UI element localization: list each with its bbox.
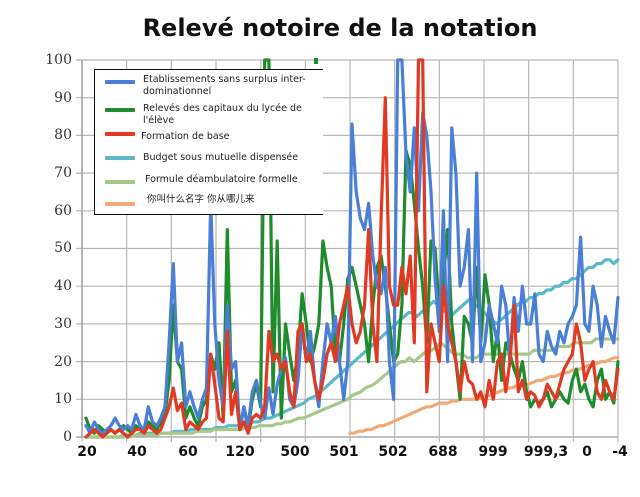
x-tick: 20	[77, 444, 97, 460]
y-tick: 40	[54, 278, 72, 294]
legend-swatch	[105, 132, 135, 136]
x-tick: 501	[329, 444, 359, 460]
legend-swatch	[105, 156, 135, 160]
y-tick: 100	[45, 52, 72, 68]
x-tick: 999,3	[523, 444, 569, 460]
legend: Etablissements sans surplus inter-domina…	[94, 69, 323, 215]
y-tick: 20	[54, 354, 72, 370]
x-tick: 40	[127, 444, 147, 460]
legend-label: Formation de base	[141, 131, 230, 142]
x-tick: -4	[612, 444, 628, 460]
y-tick: 90	[54, 90, 72, 106]
series-lines	[84, 58, 620, 439]
x-tick: 999	[478, 444, 508, 460]
y-tick: 60	[54, 203, 72, 219]
x-tick: 502	[378, 444, 408, 460]
x-tick: 688	[428, 444, 458, 460]
x-tick: 0	[582, 444, 592, 460]
y-tick: 80	[54, 127, 72, 143]
legend-swatch	[105, 180, 135, 184]
x-tick: 120	[225, 444, 255, 460]
x-tick: 60	[178, 444, 198, 460]
y-tick: 10	[54, 391, 72, 407]
legend-label: Formule déambulatoire formelle	[145, 174, 298, 185]
legend-label: 你叫什么名字 你从哪儿来	[147, 194, 255, 205]
y-tick: 70	[54, 165, 72, 181]
legend-swatch	[105, 108, 135, 112]
legend-label: Relevés des capitaux du lycée de l'élève	[143, 103, 302, 126]
x-tick: 500	[280, 444, 310, 460]
y-tick: 30	[54, 316, 72, 332]
legend-label: Budget sous mutuelle dispensée	[143, 152, 299, 163]
y-tick: 50	[54, 240, 72, 256]
chart-title: Relevé notoire de la notation	[142, 14, 538, 42]
legend-swatch	[105, 202, 135, 206]
y-tick: 0	[63, 429, 72, 445]
legend-swatch	[105, 80, 135, 84]
legend-label: Etablissements sans surplus inter-domina…	[143, 74, 306, 97]
